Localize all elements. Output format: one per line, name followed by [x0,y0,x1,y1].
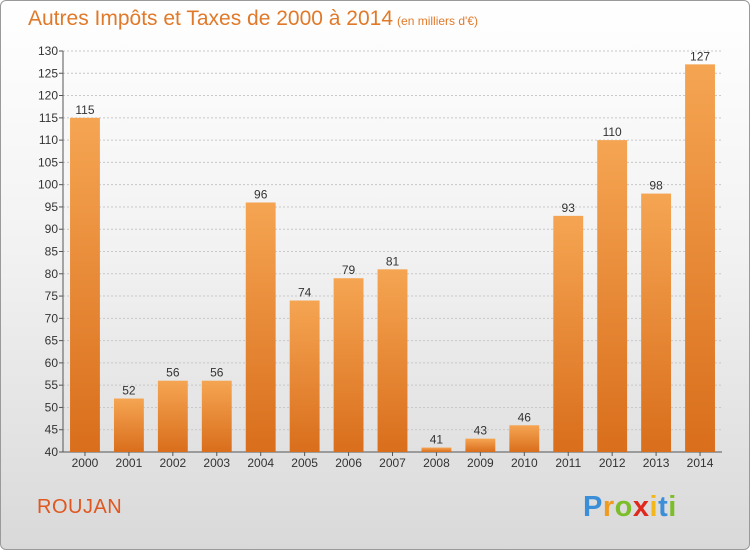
y-tick-label: 95 [45,200,59,214]
logo-letter: r [602,491,615,523]
bar [509,425,540,452]
bar-value-label: 96 [254,187,268,201]
logo-letter: t [658,491,669,523]
y-tick-label: 130 [38,44,58,58]
bar [333,278,364,452]
logo-letter: o [614,491,633,523]
x-tick-label: 2014 [687,456,714,470]
bar-value-label: 127 [690,49,710,63]
logo-letter: x [632,491,650,523]
y-tick-label: 115 [39,111,58,125]
bar-value-label: 93 [562,201,576,215]
bar [685,64,715,452]
bar-value-label: 81 [386,254,400,268]
chart-title: Autres Impôts et Taxes de 2000 à 2014 (en… [28,7,478,31]
y-tick-label: 75 [45,289,59,303]
chart-title-text: Autres Impôts et Taxes de 2000 à 2014 [28,7,394,30]
x-tick-label: 2008 [423,456,450,470]
bar-value-label: 115 [75,103,94,117]
x-tick-label: 2007 [379,456,406,470]
bar [201,380,232,452]
x-tick-label: 2000 [72,456,99,470]
bar [597,140,628,452]
y-tick-label: 105 [38,155,58,169]
x-tick-label: 2003 [203,456,230,470]
bar [157,380,188,452]
commune-name: ROUJAN [37,496,123,518]
x-tick-label: 2002 [159,456,186,470]
bar-value-label: 98 [649,179,663,193]
proxiti-logo: Proxiti [583,491,677,524]
y-tick-label: 120 [38,89,58,103]
y-tick-label: 40 [45,445,59,459]
bar-value-label: 74 [298,286,312,300]
x-tick-label: 2004 [247,456,274,470]
bar [70,117,100,452]
bar [113,398,144,452]
bar-value-label: 46 [518,410,532,424]
bar [421,447,452,452]
y-tick-label: 45 [45,423,59,437]
bar [641,193,672,453]
bar [553,215,584,452]
logo-letter: i [668,491,677,523]
x-tick-label: 2009 [467,456,494,470]
chart-title-unit: (en milliers d'€) [397,14,479,28]
bar [245,202,276,452]
y-tick-label: 85 [45,245,59,259]
bar-value-label: 43 [474,424,488,438]
x-tick-label: 2011 [555,456,581,470]
x-tick-label: 2006 [335,456,362,470]
y-tick-label: 55 [45,378,59,392]
x-tick-label: 2010 [511,456,538,470]
y-tick-label: 110 [39,133,58,147]
logo-letter: i [649,491,659,523]
y-tick-label: 60 [45,356,59,370]
bar-value-label: 110 [603,125,622,139]
x-tick-label: 2001 [116,456,143,470]
bar [377,269,408,452]
bar-value-label: 41 [430,433,444,447]
y-tick-label: 100 [38,178,58,192]
x-tick-label: 2013 [643,456,670,470]
y-tick-label: 70 [45,311,59,325]
bar-value-label: 56 [166,366,180,380]
y-tick-label: 125 [38,66,58,80]
x-tick-label: 2012 [599,456,626,470]
y-tick-label: 90 [45,222,59,236]
bar [289,300,320,452]
x-tick-label: 2005 [291,456,318,470]
bar-value-label: 56 [210,366,224,380]
bar-value-label: 52 [122,384,136,398]
bar-value-label: 79 [342,263,356,277]
y-tick-label: 65 [45,334,59,348]
y-tick-label: 80 [45,267,59,281]
y-tick-label: 50 [45,400,59,414]
bar [465,438,496,452]
logo-letter: P [583,491,603,523]
